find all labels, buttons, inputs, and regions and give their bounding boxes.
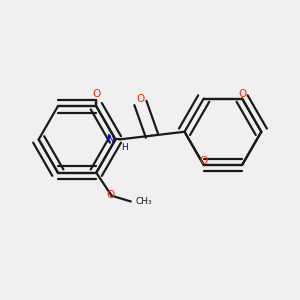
Text: N: N [107, 134, 115, 144]
Text: O: O [136, 94, 145, 104]
Text: O: O [238, 89, 246, 99]
Text: O: O [92, 89, 100, 99]
Text: CH₃: CH₃ [135, 197, 152, 206]
Text: O: O [106, 190, 115, 200]
Text: O: O [200, 156, 208, 166]
Text: H: H [121, 143, 128, 152]
